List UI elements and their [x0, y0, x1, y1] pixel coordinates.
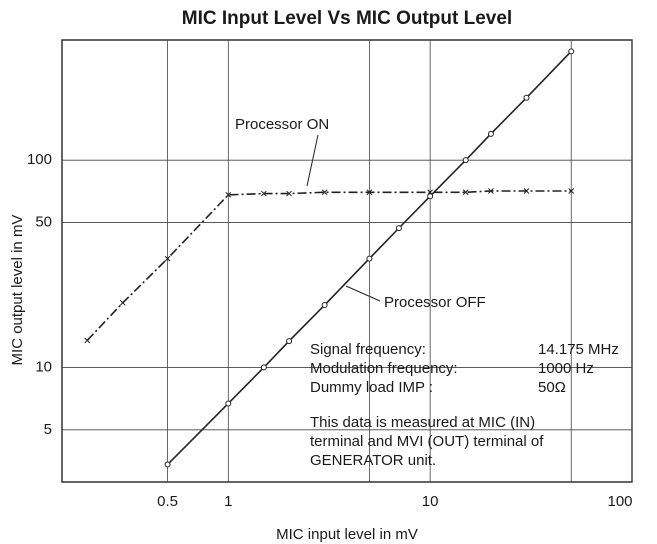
point: [286, 338, 293, 345]
point: [366, 189, 373, 196]
x-tick-label: 1: [224, 493, 232, 510]
point: [462, 189, 469, 196]
x-axis-label: MIC input level in mV: [276, 526, 418, 543]
point: [321, 189, 328, 196]
point: [568, 188, 575, 194]
point: [164, 461, 171, 468]
point: [286, 190, 292, 197]
x-tick-label: 100: [607, 493, 632, 510]
info-label: Signal frequency:: [310, 341, 426, 358]
chart-title: MIC Input Level Vs MIC Output Level: [182, 8, 512, 29]
y-tick-label: 50: [35, 214, 52, 231]
note: This data is measured at MIC (IN): [310, 414, 535, 431]
info-label: Modulation frequency:: [310, 360, 458, 377]
y-tick-label: 100: [27, 151, 52, 168]
series-line: [86, 190, 572, 341]
info-value: 14.175 MHz: [538, 341, 619, 358]
y-axis-label: MIC output level in mV: [9, 215, 26, 366]
point: [487, 130, 494, 137]
series-label: Processor ON: [235, 116, 329, 133]
point: [164, 255, 171, 262]
point: [260, 364, 267, 371]
point: [462, 157, 469, 164]
series-label: Processor OFF: [384, 294, 486, 311]
x-tick-label: 10: [422, 493, 439, 510]
point: [84, 337, 91, 344]
point: [119, 299, 126, 306]
note: terminal and MVI (OUT) terminal of: [310, 433, 544, 450]
series-line: [166, 50, 572, 466]
point: [568, 48, 575, 55]
point: [395, 225, 402, 232]
annotation-arrow: [345, 285, 381, 302]
point: [225, 400, 232, 407]
info-value: 50Ω: [538, 379, 566, 396]
point: [523, 94, 530, 101]
point: [225, 192, 232, 198]
y-tick-label: 5: [44, 421, 52, 438]
note: GENERATOR unit.: [310, 452, 436, 469]
point: [523, 188, 530, 194]
point: [321, 302, 328, 309]
point: [260, 190, 267, 197]
info-value: 1000 Hz: [538, 360, 594, 377]
point: [366, 255, 373, 262]
x-tick-label: 0.5: [157, 493, 178, 510]
info-label: Dummy load IMP :: [310, 379, 433, 396]
y-tick-label: 10: [35, 358, 52, 375]
point: [488, 188, 494, 194]
point: [427, 193, 434, 200]
